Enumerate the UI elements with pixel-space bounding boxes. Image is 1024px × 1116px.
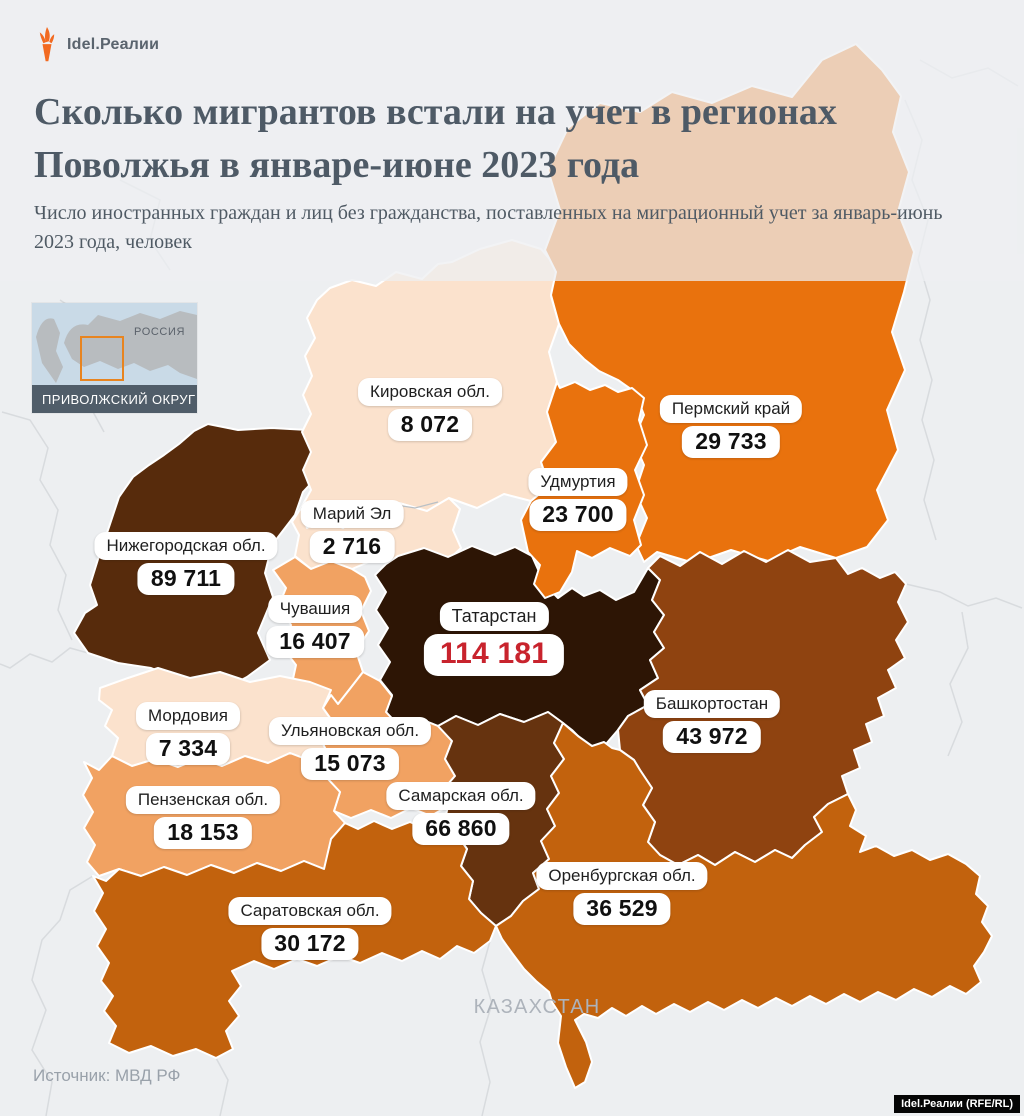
region-name: Нижегородская обл. — [94, 532, 278, 560]
page-title-line2: Поволжья в январе-июне 2023 года — [34, 144, 640, 186]
region-value: 30 172 — [261, 928, 359, 960]
region-name: Самарская обл. — [386, 782, 536, 810]
brand-logo: Idel.Реалии — [35, 27, 159, 63]
page-subtitle: Число иностранных граждан и лиц без граж… — [34, 202, 943, 253]
region-value: 43 972 — [663, 721, 761, 753]
region-label-udmurtia: Удмуртия 23 700 — [528, 468, 628, 531]
region-value: 29 733 — [682, 426, 780, 458]
torch-icon — [39, 27, 55, 62]
brand-logo-text: Idel.Реалии — [67, 36, 160, 53]
region-label-chuvashia: Чувашия 16 407 — [266, 595, 364, 658]
region-name: Ульяновская обл. — [268, 717, 432, 745]
district-highlight-box — [80, 336, 124, 381]
region-value: 36 529 — [573, 893, 671, 925]
region-label-saratovskaya: Саратовская обл. 30 172 — [228, 897, 392, 960]
region-value: 66 860 — [412, 813, 510, 845]
region-label-orenburgskaya: Оренбургская обл. 36 529 — [536, 862, 708, 925]
region-orenburgskaya — [495, 722, 993, 1089]
region-label-mariel: Марий Эл 2 716 — [300, 500, 404, 563]
district-label-bar: ПРИВОЛЖСКИЙ ОКРУГ — [32, 385, 197, 413]
region-value: 2 716 — [309, 531, 395, 563]
page-title: Сколько мигрантов встали на учет в регио… — [34, 86, 837, 192]
header-fade-overlay — [0, 0, 1024, 281]
region-label-tatarstan: Татарстан 114 181 — [423, 602, 565, 676]
region-value: 18 153 — [154, 817, 252, 849]
locator-inset-map: РОССИЯ ПРИВОЛЖСКИЙ ОКРУГ — [32, 303, 197, 413]
region-value: 23 700 — [529, 499, 627, 531]
region-label-kirovskaya: Кировская обл. 8 072 — [358, 378, 502, 441]
region-name: Марий Эл — [300, 500, 404, 528]
region-label-nizhegorodskaya: Нижегородская обл. 89 711 — [94, 532, 278, 595]
source-note: Источник: МВД РФ — [33, 1066, 181, 1085]
region-name: Мордовия — [136, 702, 240, 730]
region-name: Чувашия — [267, 595, 363, 623]
credit-badge: Idel.Реалии (RFE/RL) — [894, 1095, 1020, 1113]
region-name: Татарстан — [439, 602, 549, 631]
region-value: 7 334 — [145, 733, 231, 765]
region-name: Башкортостан — [643, 690, 781, 718]
region-label-samarskaya: Самарская обл. 66 860 — [386, 782, 536, 845]
region-label-ulyanovskaya: Ульяновская обл. 15 073 — [268, 717, 432, 780]
page-title-line1: Сколько мигрантов встали на учет в регио… — [34, 91, 837, 133]
region-name: Кировская обл. — [358, 378, 502, 406]
russia-label: РОССИЯ — [134, 326, 185, 338]
kazakhstan-label: КАЗАХСТАН — [473, 996, 601, 1018]
region-name: Саратовская обл. — [228, 897, 392, 925]
region-name: Оренбургская обл. — [536, 862, 708, 890]
region-value: 114 181 — [423, 634, 565, 676]
region-value: 89 711 — [137, 563, 235, 595]
region-value: 15 073 — [301, 748, 399, 780]
region-name: Пензенская обл. — [125, 786, 281, 814]
region-name: Пермский край — [659, 395, 803, 423]
region-label-bashkortostan: Башкортостан 43 972 — [643, 690, 781, 753]
region-label-mordovia: Мордовия 7 334 — [136, 702, 240, 765]
region-label-penzenskaya: Пензенская обл. 18 153 — [125, 786, 281, 849]
region-value: 16 407 — [266, 626, 364, 658]
region-name: Удмуртия — [528, 468, 628, 496]
region-value: 8 072 — [387, 409, 473, 441]
locator-landmass — [32, 303, 197, 385]
locator-map-canvas: РОССИЯ — [32, 303, 197, 385]
region-label-permsky: Пермский край 29 733 — [659, 395, 803, 458]
